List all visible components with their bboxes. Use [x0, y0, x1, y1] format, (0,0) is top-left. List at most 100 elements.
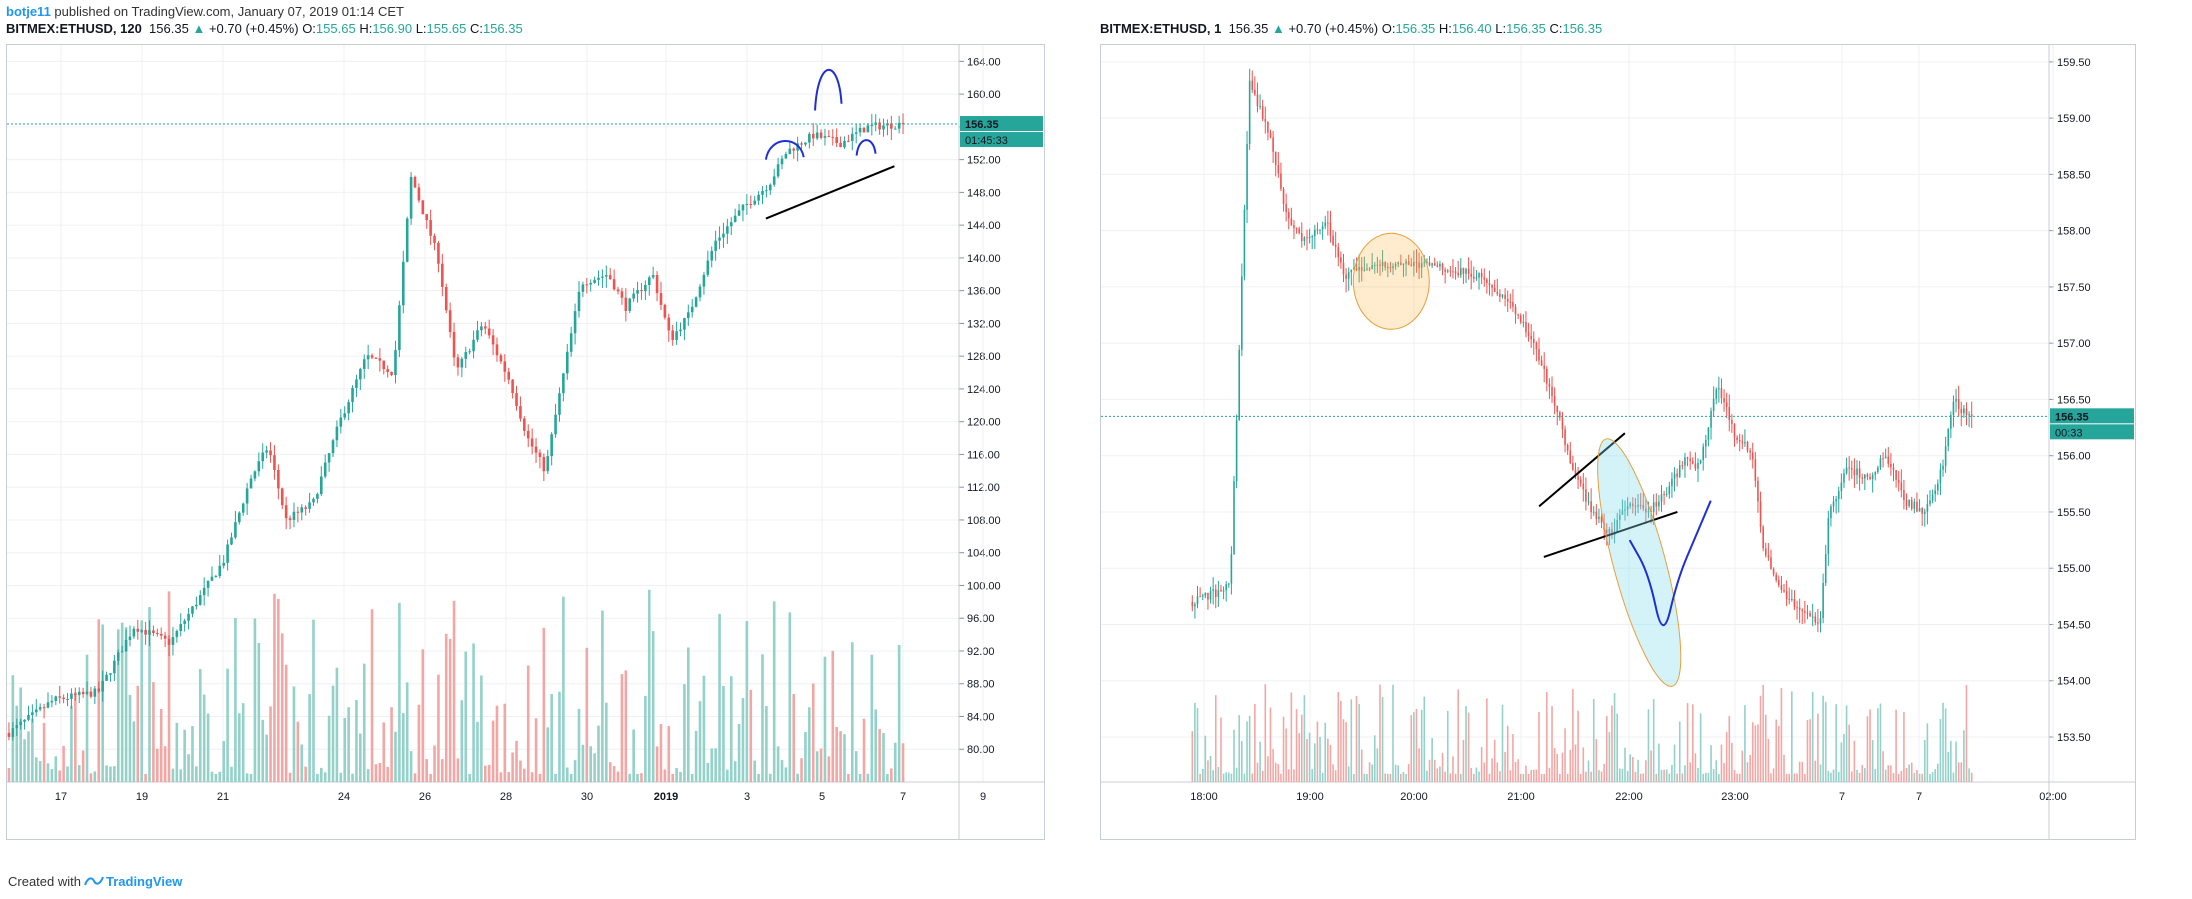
- candle-body: [733, 215, 737, 223]
- candle-body: [1509, 301, 1512, 303]
- volume-bar: [1864, 768, 1866, 782]
- volume-bar: [761, 654, 764, 782]
- candle-body: [1298, 228, 1300, 234]
- volume-bar: [362, 663, 366, 782]
- candle-body: [1251, 80, 1254, 90]
- candle-body: [1720, 388, 1723, 399]
- candle-body: [1658, 501, 1660, 507]
- volume-bar: [218, 771, 222, 782]
- candle-body: [472, 339, 475, 352]
- chart-1-symbol[interactable]: BITMEX:ETHUSD, 120: [6, 21, 142, 36]
- candle-body: [858, 127, 862, 133]
- volume-bar: [1809, 719, 1811, 782]
- candle-body: [1467, 268, 1470, 274]
- candle-body: [1749, 450, 1751, 453]
- candle-body: [726, 226, 729, 234]
- candle-body: [866, 125, 870, 133]
- candle-body: [1530, 335, 1532, 339]
- volume-bar: [97, 619, 101, 782]
- x-tick-label: 21:00: [1507, 791, 1535, 803]
- footer-brand[interactable]: TradingView: [105, 874, 183, 889]
- candle-body: [581, 284, 585, 292]
- candle-body: [152, 630, 155, 634]
- x-tick-label: 5: [819, 791, 825, 803]
- volume-bar: [1900, 771, 1903, 782]
- candle-body: [179, 623, 183, 631]
- chart-2-panel[interactable]: 159.50 159.00 158.50 158.00 157.50 157.00 156.…: [1100, 44, 2136, 840]
- candle-body: [671, 330, 674, 340]
- candle-body: [1757, 480, 1759, 502]
- volume-bar: [1691, 704, 1694, 782]
- candle-body: [249, 478, 253, 489]
- volume-bar: [1947, 751, 1950, 782]
- volume-bar: [1668, 773, 1671, 782]
- candle-body: [1282, 189, 1285, 204]
- volume-bar: [632, 729, 635, 782]
- candle-body: [1626, 506, 1629, 510]
- candle-body: [679, 329, 682, 332]
- candle-body: [1952, 401, 1955, 416]
- volume-bar: [1551, 706, 1553, 782]
- candle-body: [273, 455, 276, 470]
- volume-bar: [1285, 728, 1287, 782]
- volume-bar: [1300, 714, 1303, 782]
- candle-body: [1436, 265, 1439, 267]
- volume-bar: [1744, 705, 1746, 782]
- volume-bar: [550, 694, 553, 782]
- candle-body: [1814, 616, 1817, 623]
- candle-body: [640, 290, 643, 292]
- candle-body: [257, 461, 261, 472]
- volume-bar: [1603, 763, 1605, 782]
- candle-body: [694, 297, 698, 307]
- candle-body: [1736, 437, 1738, 440]
- chart-1-svg[interactable]: 164.00160.00156.00152.00148.00144.00140.…: [7, 45, 1044, 839]
- candle-body: [862, 127, 866, 133]
- candle-body: [1376, 264, 1379, 266]
- candle-body: [1413, 262, 1415, 267]
- candle-body: [698, 286, 702, 298]
- candle-body: [562, 373, 565, 394]
- up-arrow-icon: ▲: [192, 21, 206, 36]
- chart-2-symbol[interactable]: BITMEX:ETHUSD, 1: [1100, 21, 1222, 36]
- candle-body: [1770, 557, 1772, 569]
- volume-bar: [729, 676, 733, 782]
- volume-bar: [1853, 740, 1856, 782]
- volume-bar: [1540, 773, 1543, 782]
- candle-body: [230, 537, 233, 545]
- chart-2-svg[interactable]: 159.50 159.00 158.50 158.00 157.50 157.00 156.…: [1101, 45, 2135, 839]
- candle-body: [362, 359, 366, 369]
- candle-body: [1817, 622, 1819, 624]
- candle-body: [222, 562, 225, 566]
- volume-bar: [1373, 735, 1376, 782]
- y-tick-label: 158.00: [2057, 226, 2091, 238]
- candle-body: [1895, 470, 1897, 480]
- chart-1-o-label: O:: [302, 21, 316, 36]
- candle-body: [706, 260, 710, 275]
- candle-body: [1968, 414, 1970, 416]
- chart-1-panel[interactable]: 164.00160.00156.00152.00148.00144.00140.…: [6, 44, 1045, 840]
- volume-bar: [1798, 761, 1801, 782]
- candle-body: [1368, 268, 1371, 270]
- volume-bar: [93, 771, 97, 782]
- volume-bar: [163, 746, 167, 782]
- volume-bar: [776, 746, 780, 782]
- volume-bar: [312, 619, 315, 782]
- candle-body: [1877, 467, 1879, 473]
- volume-bar: [249, 773, 253, 782]
- volume-bar: [374, 764, 378, 782]
- volume-bar: [66, 766, 69, 782]
- candle-body: [245, 488, 249, 504]
- volume-bar: [503, 703, 507, 782]
- candle-body: [452, 331, 456, 358]
- volume-bar: [1861, 764, 1864, 782]
- volume-bar: [1905, 767, 1908, 782]
- candle-body: [1566, 444, 1569, 451]
- volume-bar: [1496, 762, 1499, 782]
- candle-body: [1446, 270, 1449, 272]
- candle-body: [1332, 235, 1334, 245]
- publisher-username[interactable]: botje11: [6, 4, 51, 19]
- volume-bar: [1214, 695, 1217, 782]
- volume-bar: [323, 772, 327, 782]
- volume-bar: [1196, 707, 1199, 782]
- candle-body: [1827, 518, 1830, 555]
